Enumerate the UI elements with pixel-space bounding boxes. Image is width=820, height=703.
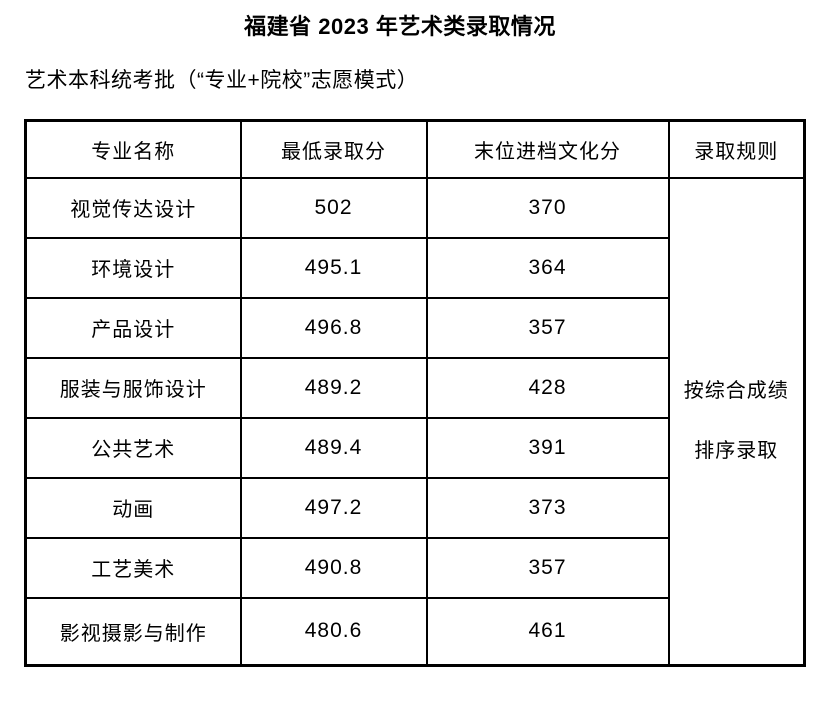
header-cell-min-score: 最低录取分: [239, 119, 428, 179]
major-cell: 工艺美术: [24, 536, 242, 599]
min-score-cell: 496.8: [239, 296, 428, 359]
major-cell: 影视摄影与制作: [24, 596, 242, 667]
min-score-cell: 502: [239, 176, 428, 239]
major-cell: 视觉传达设计: [24, 176, 242, 239]
admission-rule-line-2: 排序录取: [694, 440, 779, 463]
table-row: 视觉传达设计 502 370 按综合成绩 排序录取: [24, 176, 806, 667]
table-row: 产品设计 496.8 357: [24, 296, 805, 359]
culture-score-cell: 364: [425, 236, 670, 299]
culture-score-cell: 428: [425, 356, 670, 419]
min-score-cell: 490.8: [239, 536, 428, 599]
major-cell: 环境设计: [24, 236, 242, 299]
document-page: 福建省 2023 年艺术类录取情况 艺术本科统考批（“专业+院校”志愿模式） 专…: [0, 13, 820, 703]
min-score-cell: 489.4: [239, 416, 428, 479]
table-row: 动画 497.2 373: [24, 476, 805, 539]
table-row: 环境设计 495.1 364: [24, 236, 805, 299]
culture-score-cell: 357: [425, 536, 670, 599]
header-cell-culture-score: 末位进档文化分: [425, 119, 670, 179]
culture-score-cell: 357: [425, 296, 670, 359]
table-row: 服装与服饰设计 489.2 428: [24, 356, 805, 419]
major-cell: 公共艺术: [24, 416, 242, 479]
table-row: 影视摄影与制作 480.6 461: [24, 596, 805, 667]
major-cell: 服装与服饰设计: [24, 356, 242, 419]
min-score-cell: 495.1: [239, 236, 428, 299]
culture-score-cell: 461: [425, 596, 670, 667]
admission-rule-cell: 按综合成绩 排序录取: [667, 176, 806, 667]
major-cell: 产品设计: [24, 296, 242, 359]
min-score-cell: 489.2: [239, 356, 428, 419]
admission-score-table: 专业名称 最低录取分 末位进档文化分 录取规则 视觉传达设计 502 370 按…: [24, 119, 806, 667]
page-title: 福建省 2023 年艺术类录取情况: [244, 14, 556, 39]
culture-score-cell: 391: [425, 416, 670, 479]
header-cell-rule: 录取规则: [667, 119, 806, 179]
major-cell: 动画: [24, 476, 242, 539]
table-header-row: 专业名称 最低录取分 末位进档文化分 录取规则: [24, 119, 806, 179]
table-row: 工艺美术 490.8 357: [24, 536, 805, 599]
header-cell-major: 专业名称: [24, 119, 242, 179]
admission-rule-line-1: 按综合成绩: [683, 380, 789, 403]
page-subtitle: 艺术本科统考批（“专业+院校”志愿模式）: [25, 69, 419, 92]
culture-score-cell: 370: [425, 176, 670, 239]
table-row: 公共艺术 489.4 391: [24, 416, 805, 479]
min-score-cell: 497.2: [239, 476, 428, 539]
min-score-cell: 480.6: [239, 596, 428, 667]
culture-score-cell: 373: [425, 476, 670, 539]
